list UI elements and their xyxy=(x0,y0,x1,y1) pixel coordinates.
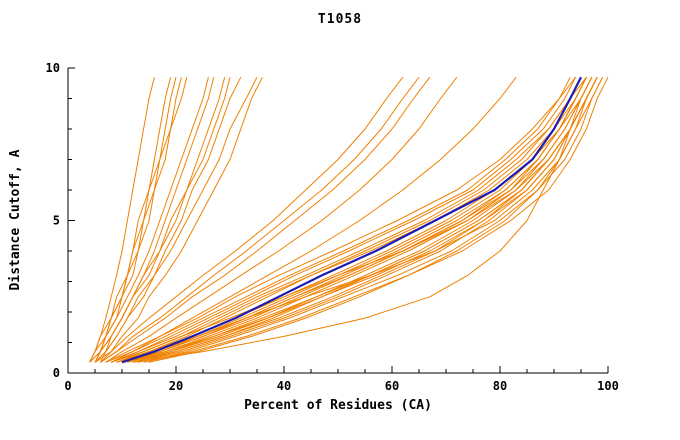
model-curve xyxy=(110,76,517,363)
chart-title: T1058 xyxy=(317,12,363,27)
model-curve xyxy=(89,77,155,363)
y-tick-label: 10 xyxy=(46,61,60,75)
model-curve xyxy=(111,76,577,363)
model-curve xyxy=(121,76,587,363)
model-curve xyxy=(138,76,598,363)
x-tick-label: 40 xyxy=(277,379,291,393)
model-curve xyxy=(100,76,263,363)
model-curve xyxy=(111,76,582,363)
x-tick-label: 60 xyxy=(385,379,399,393)
x-tick-label: 80 xyxy=(493,379,507,393)
highlight-curve xyxy=(121,76,582,364)
x-tick-label: 20 xyxy=(169,379,183,393)
model-curve xyxy=(100,76,431,363)
x-tick-label: 0 xyxy=(64,379,71,393)
y-tick-label: 0 xyxy=(53,366,60,380)
model-curve xyxy=(138,76,598,363)
model-curve xyxy=(94,77,172,363)
model-curve xyxy=(99,76,258,363)
model-curve xyxy=(105,76,576,363)
model-curve xyxy=(94,76,242,363)
model-curve xyxy=(94,77,226,363)
model-curve xyxy=(111,76,587,363)
model-curve xyxy=(94,76,404,363)
model-curve xyxy=(89,77,182,363)
model-curve xyxy=(143,76,604,363)
x-tick-label: 100 xyxy=(597,379,619,393)
model-curve xyxy=(127,76,598,363)
model-curve xyxy=(143,76,609,363)
model-curve xyxy=(132,76,593,363)
x-axis-label: Percent of Residues (CA) xyxy=(244,398,432,413)
model-curve xyxy=(100,76,420,363)
model-curve xyxy=(148,76,604,363)
y-tick-label: 5 xyxy=(53,214,60,228)
model-curve xyxy=(121,76,587,363)
model-curve xyxy=(105,76,458,363)
